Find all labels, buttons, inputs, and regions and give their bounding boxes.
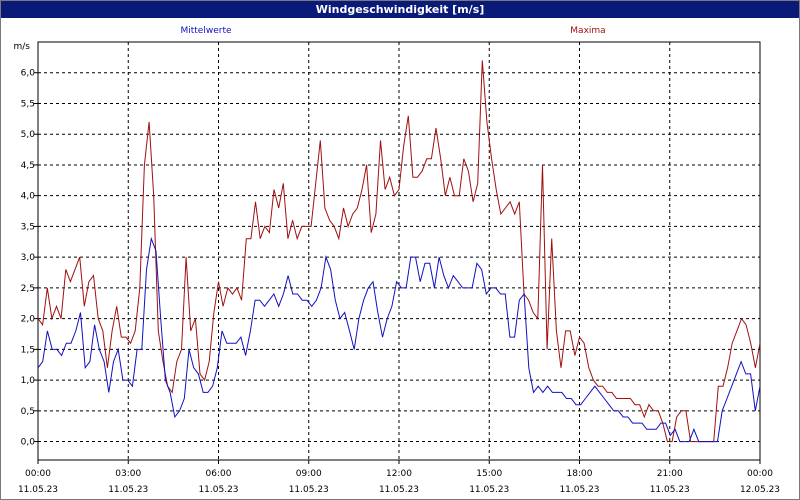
x-tick-time: 06:00 — [206, 469, 232, 479]
y-tick-label: 5,5 — [21, 99, 35, 109]
x-tick-time: 00:00 — [25, 469, 51, 479]
x-tick-time: 12:00 — [386, 469, 412, 479]
x-tick-date: 11.05.23 — [650, 485, 690, 495]
x-tick-time: 18:00 — [567, 469, 593, 479]
chart-title: Windgeschwindigkeit [m/s] — [1, 1, 799, 18]
legend-max: Maxima — [570, 26, 605, 36]
y-tick-label: 1,0 — [21, 376, 36, 386]
y-tick-label: 2,0 — [21, 315, 36, 325]
x-tick-time: 15:00 — [476, 469, 502, 479]
series-line-mittelwerte — [37, 236, 761, 443]
y-tick-label: 2,5 — [21, 284, 35, 294]
y-tick-label: 0,5 — [21, 407, 35, 417]
grid-lines — [38, 42, 760, 460]
x-tick-date: 11.05.23 — [469, 485, 509, 495]
x-tick-time: 21:00 — [657, 469, 683, 479]
x-tick-time: 03:00 — [115, 469, 141, 479]
y-tick-label: 0,0 — [21, 438, 36, 448]
y-tick-label: 5,0 — [21, 130, 36, 140]
series-line-maxima — [37, 60, 761, 443]
x-tick-date: 11.05.23 — [379, 485, 419, 495]
y-tick-label: 6,0 — [21, 69, 36, 79]
y-tick-label: 4,5 — [21, 161, 35, 171]
x-tick-date: 11.05.23 — [18, 485, 58, 495]
x-tick-date: 11.05.23 — [559, 485, 599, 495]
legend-mean: Mittelwerte — [180, 26, 231, 36]
y-tick-label: 3,5 — [21, 222, 35, 232]
y-axis-label: m/s — [14, 42, 31, 52]
y-tick-label: 1,5 — [21, 345, 35, 355]
x-tick-date: 11.05.23 — [198, 485, 238, 495]
x-tick-date: 11.05.23 — [108, 485, 148, 495]
series-lines — [37, 60, 761, 443]
x-tick-date: 12.05.23 — [740, 485, 780, 495]
x-axis-ticks: 00:00 11.05.23 03:00 11.05.23 06:00 11.05.23 0… — [18, 460, 780, 495]
x-tick-time: 00:00 — [747, 469, 773, 479]
y-axis-ticks: 0,0 0,5 1,0 1,5 2,0 2,5 3,0 3,5 4,0 4,5 5,0 5,5 6,0 — [21, 69, 38, 448]
y-tick-label: 4,0 — [21, 192, 36, 202]
x-tick-date: 11.05.23 — [289, 485, 329, 495]
y-tick-label: 3,0 — [21, 253, 36, 263]
x-tick-time: 09:00 — [296, 469, 322, 479]
